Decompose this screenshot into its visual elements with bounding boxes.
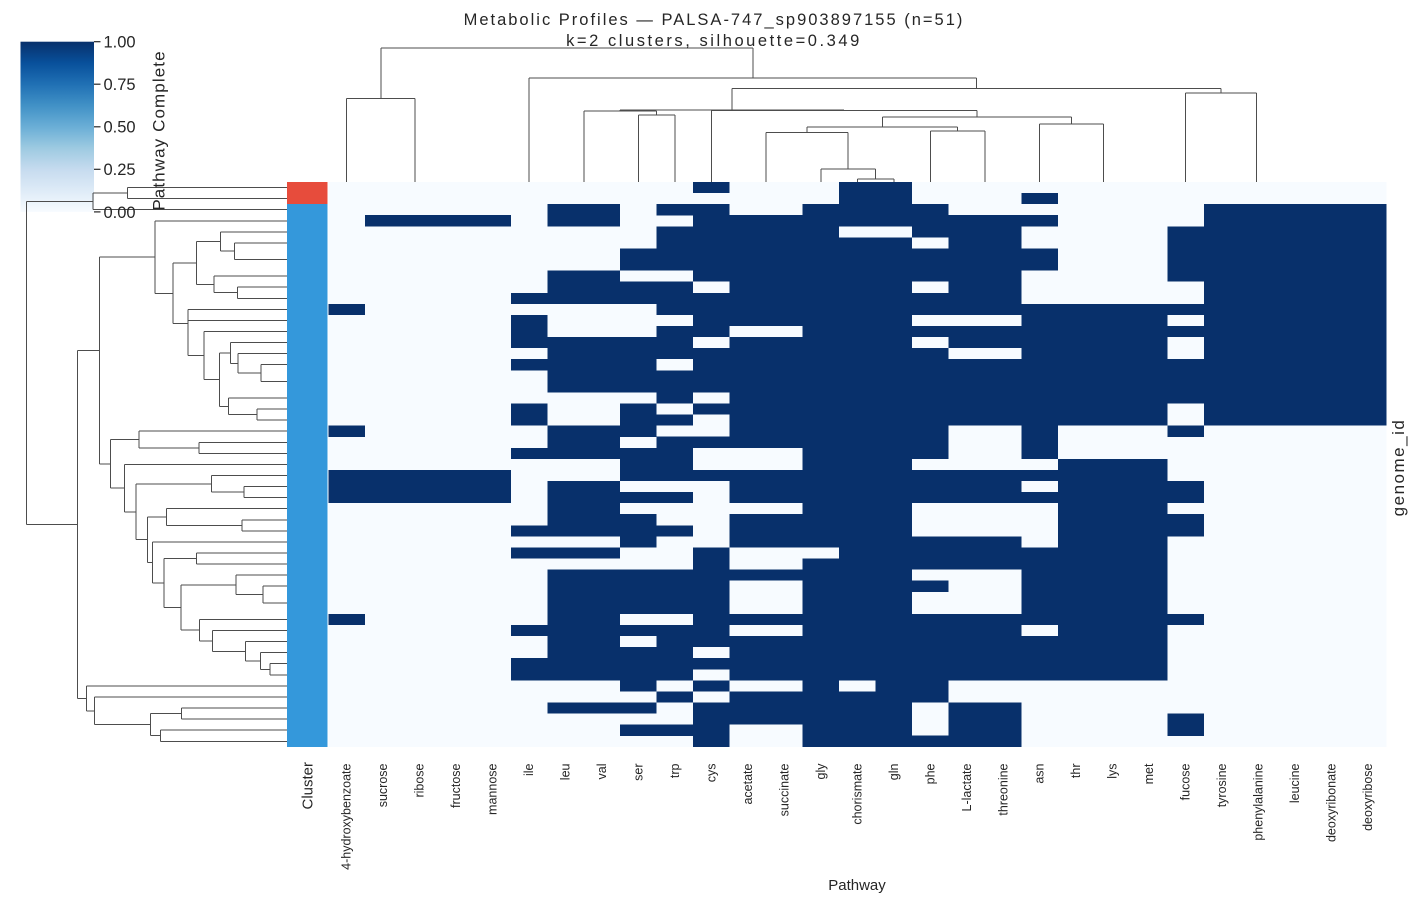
svg-text:0.50: 0.50 [104, 119, 136, 137]
svg-text:leucine: leucine [1288, 763, 1302, 803]
svg-text:leu: leu [559, 763, 573, 780]
svg-text:acetate: acetate [741, 763, 755, 804]
svg-text:fructose: fructose [449, 763, 463, 808]
svg-text:Metabolic Profiles — PALSA-747: Metabolic Profiles — PALSA-747_sp9038971… [464, 11, 965, 29]
svg-text:mannose: mannose [486, 763, 500, 814]
svg-text:1.00: 1.00 [104, 34, 136, 52]
svg-text:Cluster: Cluster [299, 762, 316, 810]
svg-text:threonine: threonine [996, 763, 1010, 815]
svg-text:0.25: 0.25 [104, 161, 136, 179]
svg-text:succinate: succinate [777, 763, 791, 816]
svg-text:met: met [1142, 763, 1156, 784]
svg-text:genome_id: genome_id [1389, 419, 1408, 517]
svg-text:ile: ile [522, 763, 536, 776]
svg-text:chorismate: chorismate [850, 763, 864, 824]
svg-text:k=2 clusters, silhouette=0.349: k=2 clusters, silhouette=0.349 [566, 32, 862, 50]
svg-text:0.00: 0.00 [104, 204, 136, 222]
svg-text:thr: thr [1069, 764, 1083, 779]
svg-text:ser: ser [632, 764, 646, 781]
svg-text:L-lactate: L-lactate [960, 763, 974, 811]
svg-text:asn: asn [1033, 763, 1047, 783]
svg-text:val: val [595, 764, 609, 780]
svg-text:fucose: fucose [1179, 763, 1193, 800]
svg-text:deoxyribose: deoxyribose [1361, 763, 1375, 830]
svg-text:sucrose: sucrose [376, 763, 390, 807]
svg-text:trp: trp [668, 763, 682, 778]
svg-text:4-hydroxybenzoate: 4-hydroxybenzoate [340, 763, 354, 869]
svg-text:lys: lys [1106, 764, 1120, 779]
svg-text:0.75: 0.75 [104, 76, 136, 94]
svg-text:tyrosine: tyrosine [1215, 763, 1229, 807]
svg-text:gln: gln [887, 763, 901, 780]
svg-text:deoxyribonate: deoxyribonate [1325, 763, 1339, 842]
svg-text:cys: cys [704, 764, 718, 783]
svg-text:ribose: ribose [413, 763, 427, 797]
svg-text:gly: gly [814, 763, 828, 780]
svg-text:phe: phe [923, 763, 937, 784]
svg-text:Pathway: Pathway [828, 877, 886, 894]
svg-text:phenylalanine: phenylalanine [1252, 763, 1266, 840]
svg-text:Pathway Complete: Pathway Complete [150, 50, 169, 210]
